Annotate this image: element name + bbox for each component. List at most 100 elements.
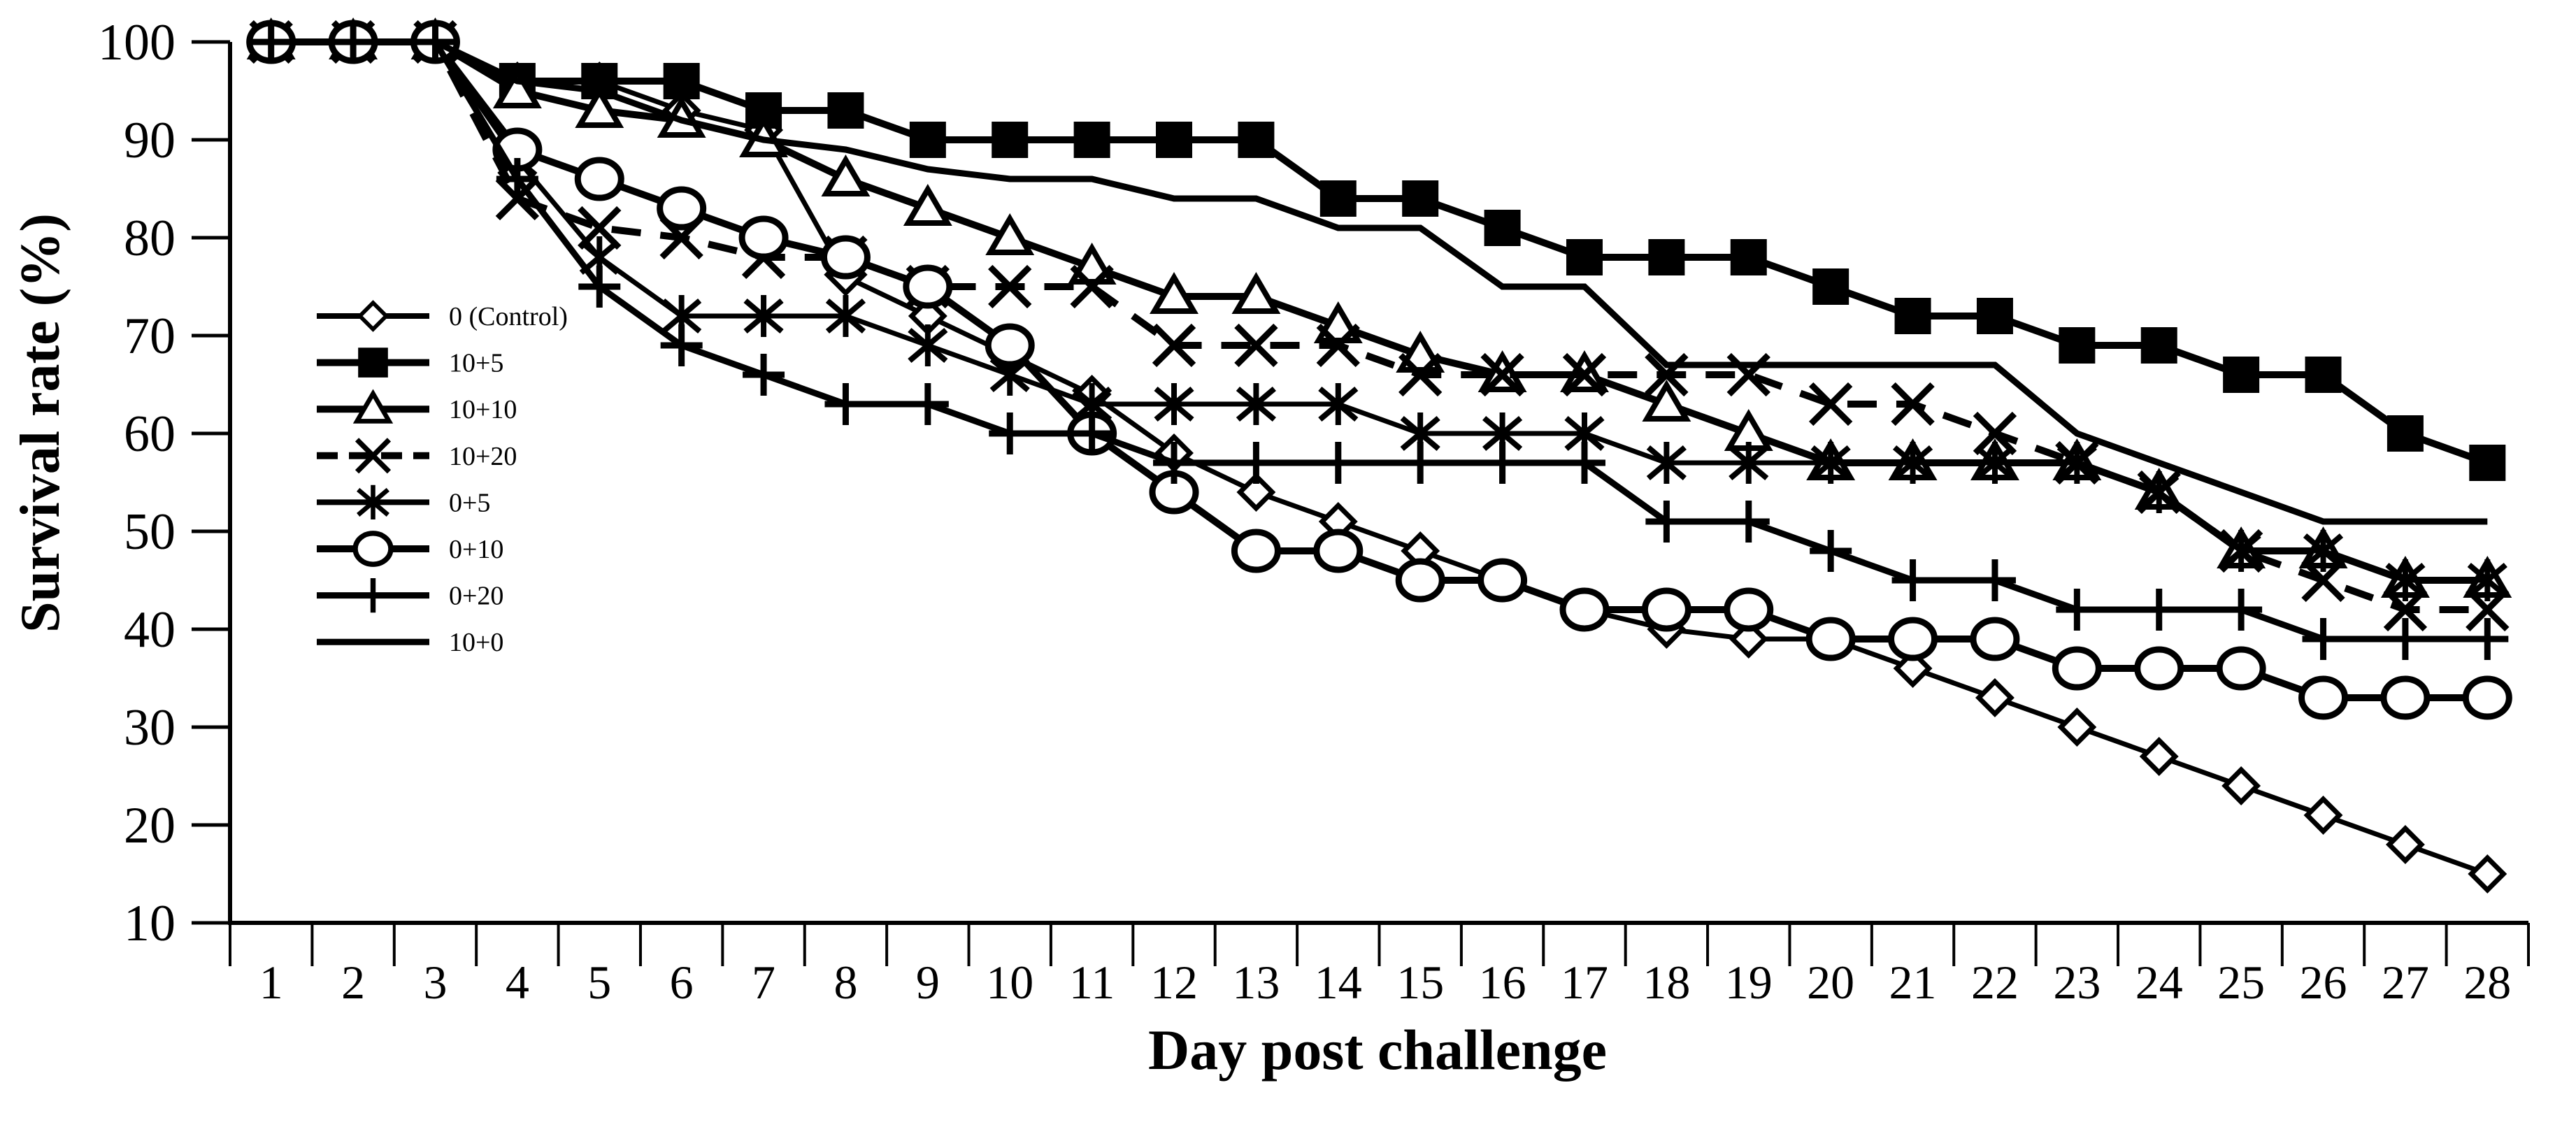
marker-circle bbox=[1888, 617, 1938, 661]
legend-item: 0 (Control) bbox=[317, 300, 568, 332]
marker-asterisk bbox=[2221, 533, 2261, 569]
x-tick-label: 10 bbox=[986, 956, 1033, 1009]
legend-marker bbox=[357, 484, 389, 520]
marker-x bbox=[1480, 352, 1524, 397]
marker-circle bbox=[903, 264, 953, 309]
marker-x bbox=[1152, 323, 1196, 368]
marker-circle bbox=[820, 235, 871, 280]
marker-circle bbox=[1313, 529, 1364, 573]
y-tick-label: 70 bbox=[124, 308, 176, 365]
legend-label: 10+5 bbox=[449, 349, 503, 378]
marker-circle bbox=[738, 215, 789, 260]
marker-square bbox=[909, 122, 946, 158]
legend-marker bbox=[352, 531, 394, 567]
x-tick-label: 5 bbox=[587, 956, 611, 1009]
y-tick-label: 20 bbox=[124, 797, 176, 854]
y-axis: 10 20 30 40 50 60 70 80 90 100 bbox=[98, 14, 230, 952]
marker-triangle bbox=[903, 184, 952, 226]
axes bbox=[228, 42, 2528, 925]
marker-square bbox=[2469, 445, 2506, 481]
x-tick-label: 25 bbox=[2217, 956, 2265, 1009]
legend-label: 0 (Control) bbox=[449, 302, 568, 331]
marker-square bbox=[992, 122, 1029, 158]
y-tick-label: 80 bbox=[124, 210, 176, 267]
marker-circle bbox=[1395, 558, 1445, 603]
x-tick-label: 1 bbox=[259, 956, 283, 1009]
marker-x bbox=[1726, 352, 1770, 397]
legend-item: 10+10 bbox=[317, 389, 517, 424]
marker-asterisk bbox=[1318, 386, 1359, 422]
x-tick-label: 4 bbox=[506, 956, 529, 1009]
marker-triangle bbox=[985, 213, 1035, 255]
legend-label: 0+5 bbox=[449, 488, 490, 517]
y-tick-label: 90 bbox=[124, 112, 176, 169]
marker-square bbox=[1812, 268, 1849, 305]
marker-x bbox=[1562, 352, 1607, 397]
series-line bbox=[271, 39, 2489, 877]
x-axis: 1 2 3 4 5 6 7 8 9 10 11 12 13 14 15 16 17 18 19 20 21 22 23 24 2… bbox=[229, 923, 2530, 1009]
marker-triangle bbox=[821, 155, 871, 196]
x-tick-label: 22 bbox=[1971, 956, 2019, 1009]
marker-square bbox=[663, 63, 700, 99]
x-tick-label: 12 bbox=[1150, 956, 1198, 1009]
x-tick-label: 14 bbox=[1315, 956, 1362, 1009]
marker-circle bbox=[985, 323, 1035, 368]
y-tick-label: 40 bbox=[124, 601, 176, 659]
marker-asterisk bbox=[2385, 562, 2426, 598]
marker-square bbox=[1156, 122, 1193, 158]
series-10-0 bbox=[271, 38, 2488, 525]
marker-square bbox=[2305, 357, 2342, 393]
series-line bbox=[271, 38, 2488, 613]
marker-diamond bbox=[2139, 737, 2179, 776]
y-tick-label: 30 bbox=[124, 699, 176, 756]
marker-asterisk bbox=[357, 487, 389, 517]
series-0-Control- bbox=[251, 22, 2507, 893]
series-line bbox=[271, 38, 2488, 701]
marker-asterisk bbox=[1400, 415, 1440, 452]
marker-square bbox=[2059, 327, 2096, 364]
marker-circle bbox=[657, 186, 707, 231]
x-tick-label: 27 bbox=[2382, 956, 2429, 1009]
marker-asterisk bbox=[1154, 386, 1194, 422]
marker-circle bbox=[2298, 675, 2349, 720]
x-tick-label: 15 bbox=[1396, 956, 1444, 1009]
legend-marker bbox=[357, 300, 389, 332]
marker-square bbox=[1073, 122, 1110, 158]
x-tick-label: 6 bbox=[670, 956, 694, 1009]
marker-triangle bbox=[352, 389, 394, 424]
y-tick-label: 60 bbox=[124, 405, 176, 463]
series-line bbox=[271, 38, 2488, 525]
series-10-10 bbox=[246, 17, 2512, 598]
marker-square bbox=[1566, 239, 1603, 275]
legend-marker bbox=[352, 389, 394, 424]
marker-asterisk bbox=[1729, 445, 1769, 481]
x-tick-label: 11 bbox=[1069, 956, 1115, 1009]
marker-circle bbox=[2216, 646, 2266, 691]
marker-asterisk bbox=[2467, 562, 2507, 598]
marker-asterisk bbox=[2056, 445, 2097, 481]
marker-x bbox=[1891, 382, 1935, 426]
x-tick-label: 24 bbox=[2135, 956, 2183, 1009]
x-tick-label: 18 bbox=[1643, 956, 1690, 1009]
legend-label: 10+0 bbox=[449, 628, 503, 657]
marker-x bbox=[1234, 323, 1278, 368]
legend-marker bbox=[355, 438, 392, 474]
marker-circle bbox=[1970, 617, 2020, 661]
marker-asterisk bbox=[2303, 533, 2344, 569]
x-tick-label: 9 bbox=[916, 956, 940, 1009]
marker-square bbox=[1976, 298, 2013, 334]
marker-x bbox=[1645, 352, 1689, 397]
x-tick-label: 19 bbox=[1725, 956, 1773, 1009]
marker-square bbox=[1730, 239, 1767, 275]
marker-square bbox=[1238, 122, 1275, 158]
x-tick-label: 7 bbox=[752, 956, 775, 1009]
marker-x bbox=[2466, 587, 2510, 632]
marker-diamond bbox=[1975, 678, 2015, 717]
marker-diamond bbox=[2057, 708, 2097, 747]
legend-label: 10+20 bbox=[449, 442, 517, 471]
y-tick-label: 10 bbox=[124, 895, 176, 952]
marker-asterisk bbox=[743, 298, 784, 334]
marker-x bbox=[988, 264, 1032, 309]
legend-marker bbox=[358, 347, 388, 378]
